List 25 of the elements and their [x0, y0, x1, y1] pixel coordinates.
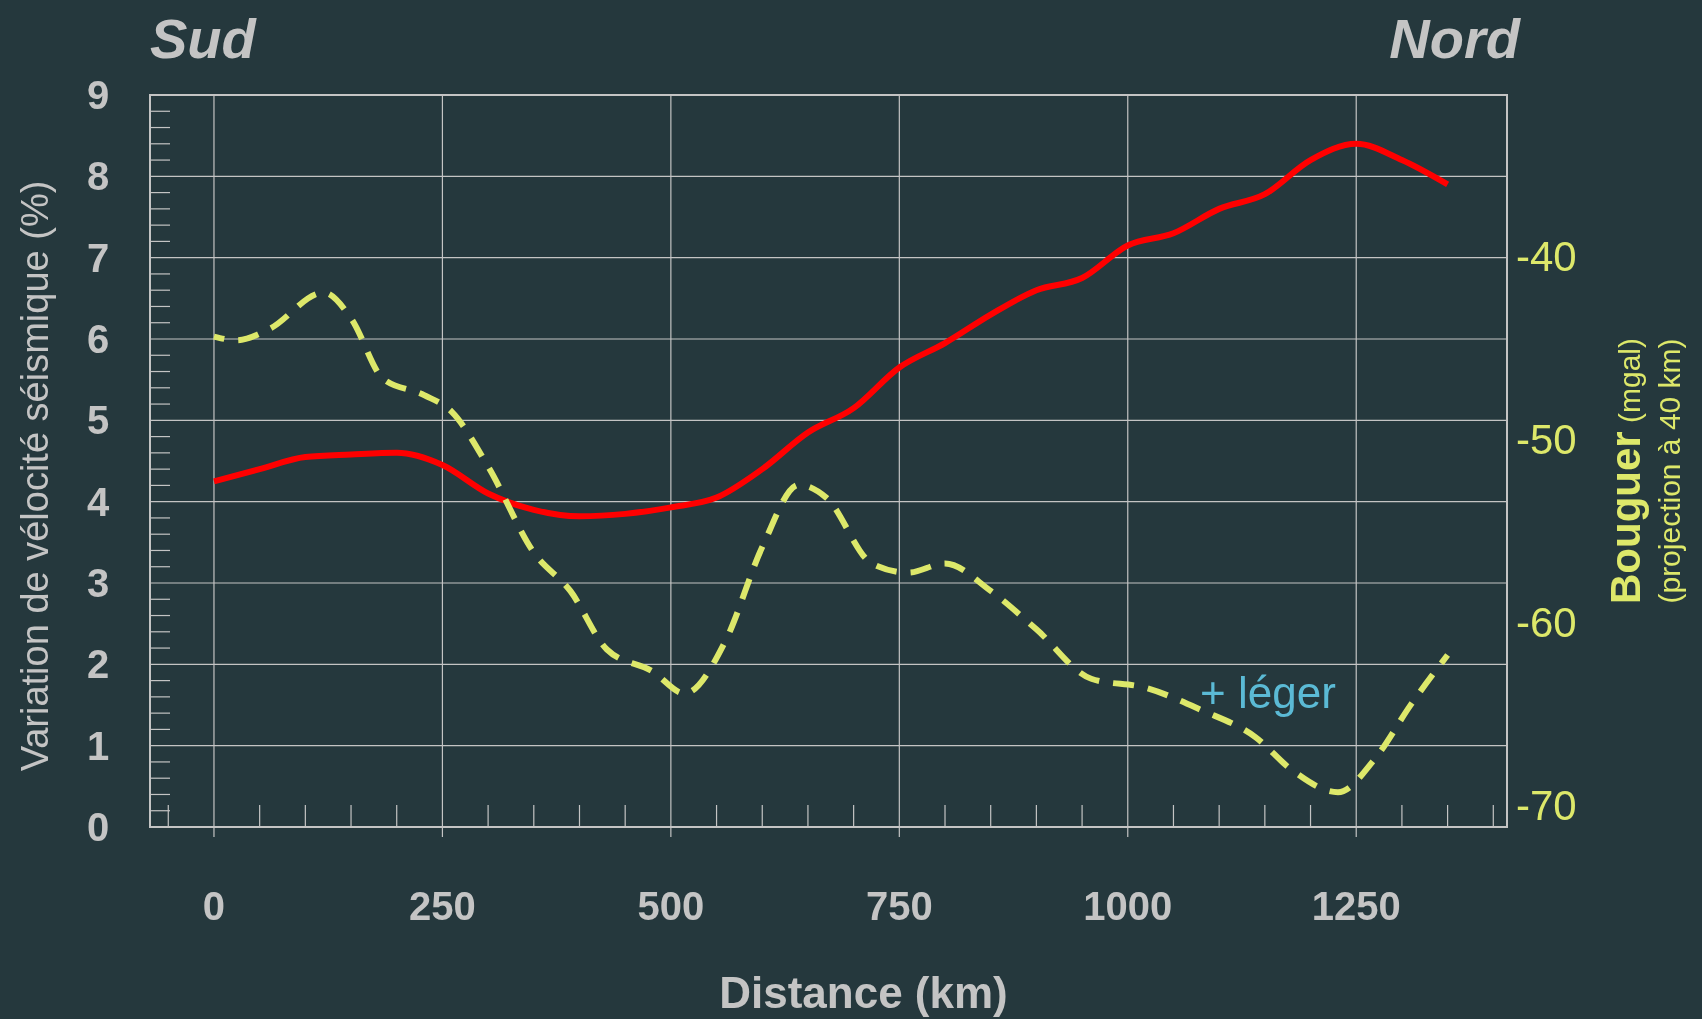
x-tick-label: 1250 [1311, 884, 1401, 928]
y-tick-label: 9 [86, 73, 110, 117]
y-tick-label: 8 [86, 154, 110, 199]
x-tick-label: 500 [637, 884, 705, 928]
y2-tick-label: -50 [1516, 415, 1577, 463]
x-tick-label: 750 [865, 884, 933, 928]
y-tick-label: 4 [86, 479, 110, 524]
y-tick-label: 0 [86, 805, 110, 849]
y-axis-title: Variation de vélocité séismique (%) [14, 180, 56, 772]
x-tick-label: 0 [202, 884, 226, 928]
x-tick-label: 250 [409, 884, 476, 928]
y-tick-label: 7 [86, 235, 110, 280]
text: Nord [1389, 7, 1522, 70]
y-tick-label: 6 [86, 317, 110, 361]
y2-tick-label: -40 [1516, 232, 1577, 280]
annotation: + léger [1200, 668, 1336, 718]
x-tick-label: 1000 [1083, 884, 1173, 928]
y-tick-label: 1 [86, 723, 110, 768]
y-tick-label: 2 [86, 642, 110, 687]
y-tick-label: 3 [86, 561, 110, 605]
x-axis-title: Distance (km) [719, 968, 1008, 1017]
text: Sud [150, 7, 258, 70]
y-tick-label: 5 [86, 398, 110, 443]
y2-tick-label: -60 [1516, 598, 1577, 646]
y2-tick-label: -70 [1516, 781, 1577, 829]
